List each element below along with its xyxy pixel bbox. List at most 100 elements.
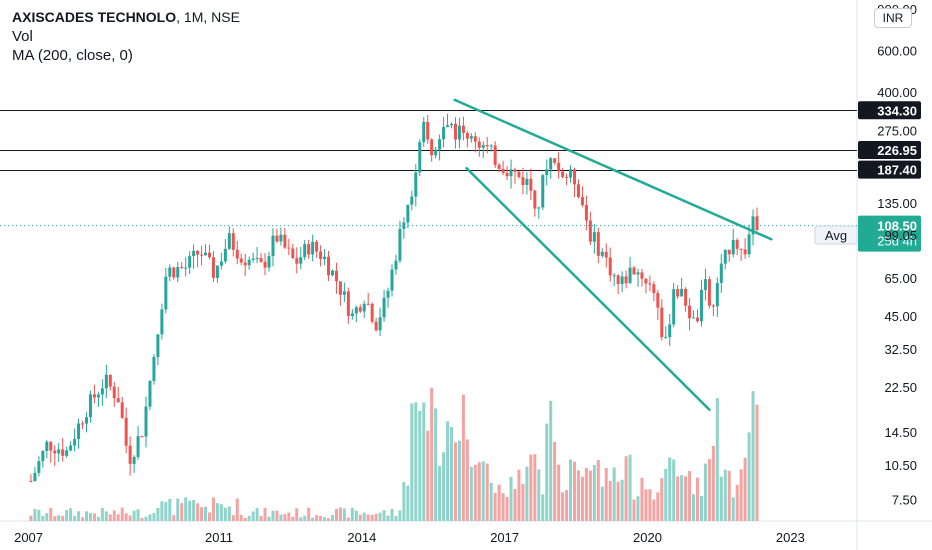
- candle-body: [533, 190, 537, 209]
- candle-body: [116, 398, 120, 403]
- candle-body: [557, 162, 561, 172]
- candle-body: [362, 303, 366, 312]
- volume-bar: [549, 400, 553, 521]
- volume-bar: [92, 513, 96, 521]
- candle-body: [287, 247, 291, 249]
- volume-bar: [45, 513, 49, 521]
- volume-bar: [453, 442, 457, 521]
- candle-body: [45, 441, 49, 452]
- candle-body: [259, 258, 263, 262]
- candle-body: [541, 175, 545, 208]
- volume-bar: [192, 499, 196, 521]
- candle-body: [672, 289, 676, 325]
- candle-body: [398, 228, 402, 261]
- volume-bar: [680, 475, 684, 521]
- price-axis: 900.00600.00400.00275.00135.0065.0045.00…: [877, 2, 917, 508]
- candle-body: [148, 380, 152, 407]
- candle-body: [426, 121, 430, 140]
- candle-body: [227, 233, 231, 249]
- candle-body: [731, 239, 735, 255]
- volume-bar: [283, 514, 287, 521]
- time-tick-label: 2020: [633, 530, 662, 545]
- volume-bar: [561, 492, 565, 521]
- time-tick-label: 2014: [347, 530, 376, 545]
- candle-body: [271, 235, 275, 257]
- volume-bar: [120, 507, 124, 521]
- volume-bar: [354, 510, 358, 521]
- volume-bar: [676, 476, 680, 521]
- volume-bar: [215, 503, 219, 521]
- candle-body: [176, 267, 180, 278]
- volume-bar: [473, 464, 477, 521]
- price-tick-label: 275.00: [877, 123, 917, 138]
- volume-bar: [743, 457, 747, 521]
- volume-bar: [124, 513, 128, 521]
- volume-bar: [251, 511, 255, 521]
- candle-body: [652, 284, 656, 294]
- candle-body: [315, 241, 319, 252]
- candle-body: [239, 258, 243, 263]
- time-tick-label: 2011: [205, 530, 233, 545]
- candle-body: [608, 257, 612, 276]
- candle-body: [338, 281, 342, 295]
- candle-body: [442, 127, 446, 140]
- candle-body: [180, 267, 184, 269]
- avg-badge: [814, 225, 858, 245]
- volume-bar: [529, 454, 533, 521]
- ma-indicator-label[interactable]: MA (200, close, 0): [12, 47, 133, 64]
- volume-bar: [378, 512, 382, 521]
- candle-body: [715, 282, 719, 307]
- candle-body: [57, 449, 61, 454]
- volume-bar: [211, 497, 215, 521]
- volume-bar: [703, 463, 707, 521]
- level-price-text: 187.40: [877, 163, 917, 178]
- volume-bar: [247, 515, 251, 521]
- price-tick-label: 14.50: [884, 425, 917, 440]
- candle-body: [164, 276, 168, 310]
- volume-bar: [469, 466, 473, 521]
- candle-body: [688, 305, 692, 319]
- candle-body: [418, 142, 422, 173]
- candle-body: [160, 309, 164, 335]
- symbol-interval: 1M: [183, 9, 204, 25]
- candle-body: [576, 184, 580, 197]
- volume-bar: [450, 426, 454, 521]
- volume-bar: [751, 391, 755, 521]
- candle-body: [588, 220, 592, 242]
- volume-bar: [525, 466, 529, 521]
- volume-bar: [53, 516, 57, 521]
- candle-body: [307, 244, 311, 255]
- candle-body: [465, 132, 469, 139]
- volume-bar: [315, 514, 319, 521]
- volume-bar: [517, 469, 521, 521]
- volume-bar: [346, 517, 350, 521]
- volume-indicator-label[interactable]: Vol: [12, 28, 33, 45]
- candle-body: [291, 248, 295, 259]
- volume-bar: [100, 507, 104, 521]
- avg-value: 99.05: [884, 228, 917, 243]
- currency-button[interactable]: INR: [874, 8, 912, 28]
- volume-bar: [148, 514, 152, 521]
- candle-body: [342, 291, 346, 295]
- candle-body: [489, 145, 493, 147]
- volume-bar: [73, 515, 77, 521]
- candle-body: [112, 386, 116, 399]
- volume-bar: [426, 430, 430, 521]
- candle-body: [394, 260, 398, 270]
- volume-bar: [29, 515, 33, 521]
- volume-bar: [648, 489, 652, 521]
- volume-bar: [144, 516, 148, 521]
- candle-body: [469, 136, 473, 139]
- candle-body: [406, 204, 410, 223]
- candle-body: [735, 239, 739, 249]
- candle-body: [676, 289, 680, 297]
- volume-bar: [509, 477, 513, 521]
- volume-bar: [291, 516, 295, 521]
- volume-bar: [319, 515, 323, 521]
- candle-body: [65, 450, 69, 456]
- chart-legend: AXISCADES TECHNOLO, 1M, NSE Vol MA (200,…: [12, 8, 240, 65]
- volume-bar: [699, 495, 703, 521]
- symbol-title[interactable]: AXISCADES TECHNOLO, 1M, NSE: [12, 9, 240, 25]
- candle-body: [513, 169, 517, 172]
